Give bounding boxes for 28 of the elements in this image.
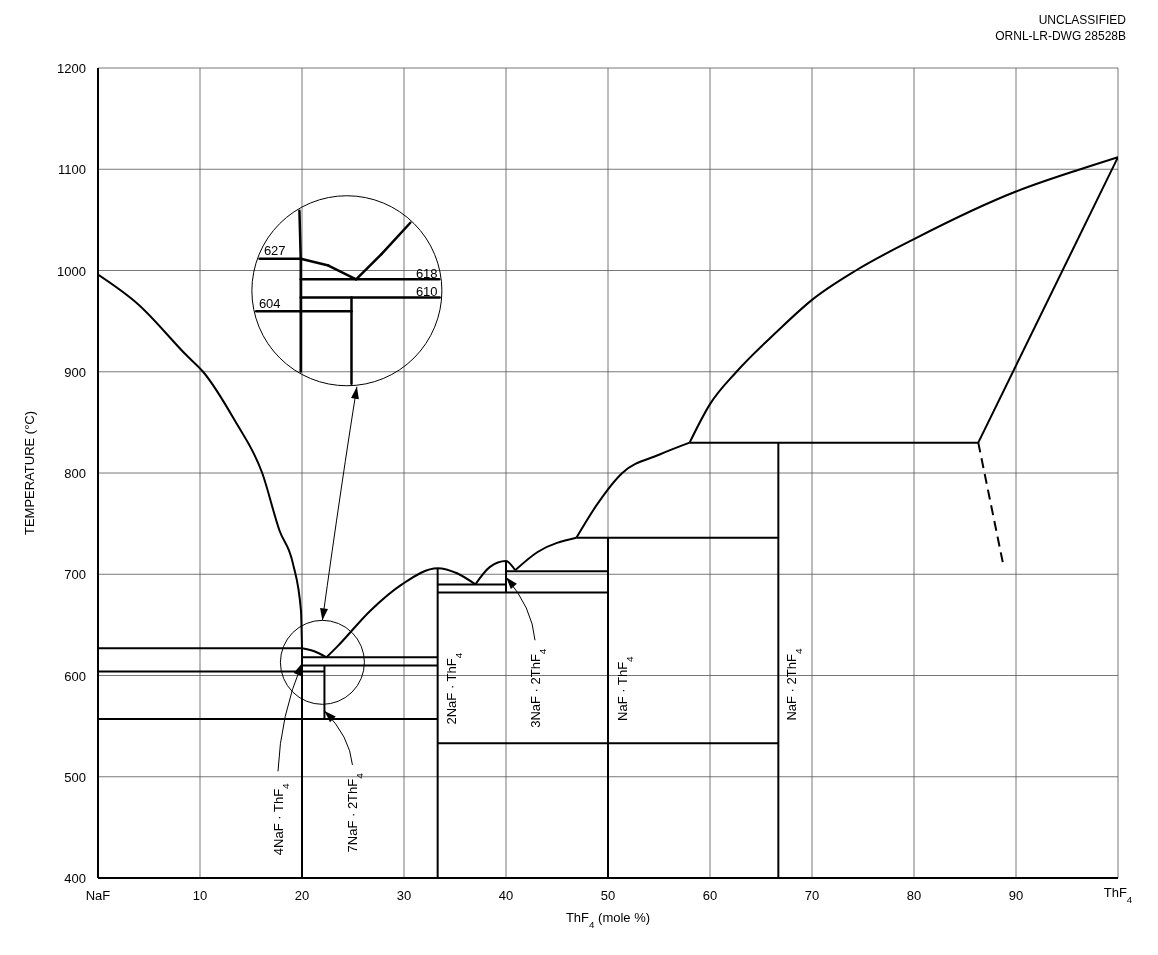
annotation: 627: [263, 242, 286, 258]
y-tick-label: 1200: [57, 61, 86, 76]
x-tick-label: 60: [702, 888, 718, 903]
text: UNCLASSIFIED: [1038, 13, 1127, 27]
y-axis-title: TEMPERATURE (°C): [22, 410, 37, 536]
y-tick-label: 1100: [58, 162, 86, 178]
x-tick-label: 80: [906, 888, 922, 903]
y-tick-label: 700: [64, 567, 86, 583]
x-tick-label: 20: [294, 888, 310, 903]
x-tick-label: 40: [498, 888, 514, 903]
y-tick-label: 900: [64, 364, 86, 380]
y-tick-label: 600: [64, 668, 86, 684]
text: ORNL-LR-DWG 28528B: [995, 29, 1126, 43]
y-tick-label: 400: [64, 871, 86, 886]
y-tick-label: 1000: [57, 263, 86, 279]
x-tick-label: 70: [804, 888, 820, 903]
x-axis-title: ThF$_{4}$ (mole %): [565, 910, 651, 930]
x-tick-label: 90: [1008, 888, 1024, 903]
annotation: 604: [258, 295, 281, 311]
x-tick-label: 10: [192, 888, 208, 903]
y-tick-label: 800: [64, 466, 86, 481]
x-tick-label: 50: [600, 888, 616, 903]
x-tick-label: 30: [396, 888, 412, 903]
y-tick-label: 500: [64, 769, 86, 785]
annotation: 610: [415, 283, 438, 299]
text: ThF$_{4}$: [1103, 885, 1133, 905]
annotation: 618: [415, 265, 438, 281]
x-tick-label: NaF: [85, 888, 111, 903]
